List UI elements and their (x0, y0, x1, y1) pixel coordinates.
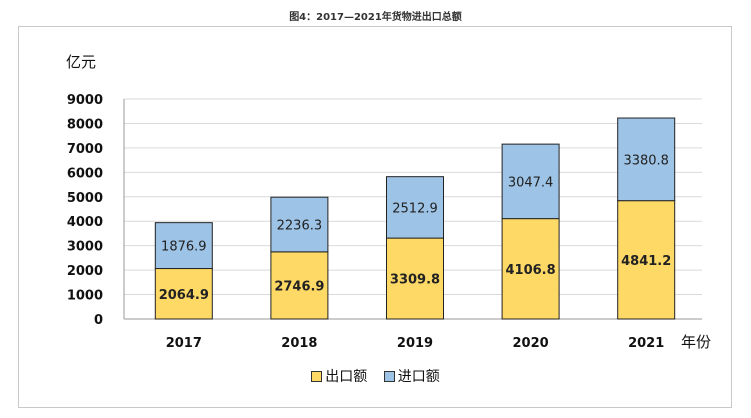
legend-label-export: 出口额 (325, 369, 368, 385)
x-tick-label: 2021 (628, 336, 664, 351)
bar-export-2019 (386, 237, 444, 320)
legend-item-export: 出口额 (311, 366, 367, 386)
x-tick-label: 2018 (281, 336, 317, 351)
bar-export-2021 (617, 200, 676, 320)
bar-import-2020 (501, 143, 560, 220)
y-axis-unit-label: 亿元 (66, 53, 96, 71)
legend-label-import: 进口额 (397, 369, 440, 385)
y-tick-label: 5000 (67, 191, 103, 206)
y-tick-label: 8000 (67, 117, 103, 132)
bar-export-2018 (270, 251, 329, 320)
y-tick-label: 2000 (67, 264, 103, 279)
legend: 出口额 进口额 (0, 366, 751, 386)
data-label-export-2018: 2746.9 (274, 279, 324, 294)
data-label-export-2019: 3309.8 (390, 273, 440, 288)
y-tick-label: 3000 (67, 240, 103, 255)
y-tick-label: 6000 (67, 166, 103, 181)
y-tick-label: 0 (94, 313, 103, 328)
data-label-import-2019: 2512.9 (392, 201, 438, 216)
legend-swatch-import (383, 370, 395, 382)
data-label-import-2017: 1876.9 (161, 240, 207, 255)
bar-import-2019 (386, 176, 444, 239)
x-tick-label: 2020 (513, 336, 549, 351)
chart-title: 图4：2017—2021年货物进出口总额 (289, 12, 462, 23)
y-tick-label: 7000 (67, 142, 103, 157)
bar-import-2021 (617, 117, 676, 202)
data-label-import-2018: 2236.3 (277, 219, 323, 234)
bar-import-2017 (154, 222, 213, 270)
data-label-export-2017: 2064.9 (159, 288, 209, 303)
y-tick-label: 9000 (67, 93, 103, 108)
legend-item-import: 进口额 (383, 366, 440, 386)
x-axis-unit-label: 年份 (681, 333, 711, 351)
bars (154, 117, 676, 320)
bar-import-2018 (270, 196, 329, 253)
chart-frame (18, 26, 732, 408)
data-label-import-2021: 3380.8 (623, 153, 669, 168)
x-tick-label: 2017 (166, 336, 202, 351)
data-label-import-2020: 3047.4 (508, 175, 554, 190)
data-label-export-2021: 4841.2 (621, 254, 671, 269)
data-label-export-2020: 4106.8 (506, 263, 556, 278)
y-tick-label: 4000 (67, 215, 103, 230)
bar-export-2017 (154, 268, 213, 320)
y-tick-label: 1000 (67, 289, 103, 304)
x-tick-label: 2019 (397, 336, 433, 351)
labels: 2064.9 1876.9 2746.9 2236.3 3309.8 2512.9 4106… (159, 153, 672, 302)
legend-swatch-export (311, 370, 323, 382)
